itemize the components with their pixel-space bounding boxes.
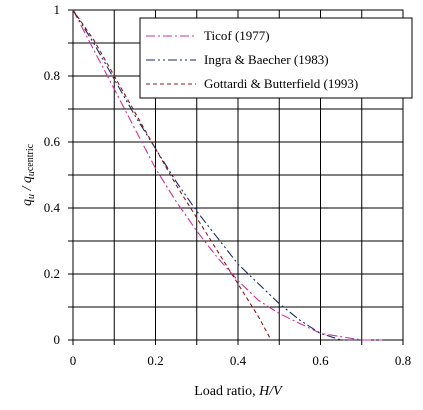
legend-label-ingra-baecher: Ingra & Baecher (1983) <box>204 52 329 67</box>
y-tick-label: 0.6 <box>44 134 61 149</box>
x-tick-label: 0 <box>70 353 77 368</box>
series-line-gottardi-butterfield-1993 <box>72 9 272 341</box>
x-tick-label: 0.6 <box>312 353 329 368</box>
y-tick-label: 0.4 <box>44 200 61 215</box>
y-tick-label: 0 <box>54 332 61 347</box>
series-lines <box>72 9 383 341</box>
legend: Ticof (1977) Ingra & Baecher (1983) Gott… <box>139 17 413 99</box>
x-tick-label: 0.8 <box>395 353 411 368</box>
legend-label-ticof: Ticof (1977) <box>204 28 270 43</box>
series-line-ticof-1977 <box>72 9 383 341</box>
y-tick-label: 0.8 <box>44 68 60 83</box>
y-tick-label: 1 <box>54 2 61 17</box>
x-axis-title: Load ratio, H/V <box>194 384 283 399</box>
legend-label-gottardi-butterfield: Gottardi & Butterfield (1993) <box>204 76 358 91</box>
y-tick-label: 0.2 <box>44 266 60 281</box>
x-tick-label: 0.2 <box>147 353 163 368</box>
series-line-ingra-baecher-1983 <box>72 9 362 341</box>
legend-box <box>139 17 413 99</box>
ticks: 0 0.2 0.4 0.6 0.8 0 0.2 0.4 0.6 0.8 1 <box>44 2 411 368</box>
y-axis-title: qu / qucentric <box>20 143 37 206</box>
x-tick-label: 0.4 <box>230 353 247 368</box>
